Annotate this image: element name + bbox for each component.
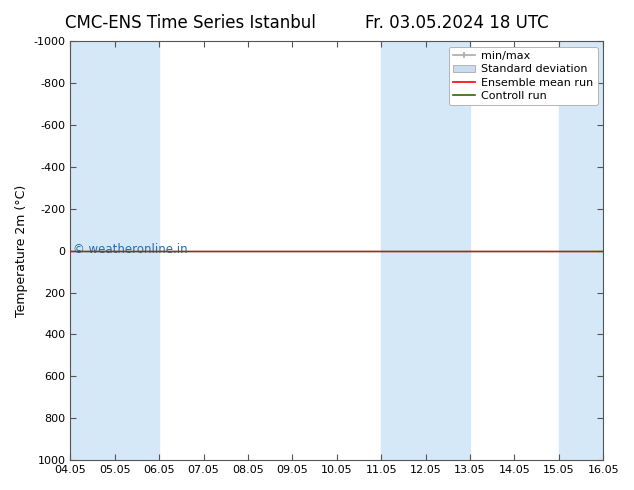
Text: © weatheronline.in: © weatheronline.in [73,243,188,256]
Bar [559,41,603,460]
Legend: min/max, Standard deviation, Ensemble mean run, Controll run: min/max, Standard deviation, Ensemble me… [449,47,598,105]
Bar [70,41,159,460]
Text: CMC-ENS Time Series Istanbul: CMC-ENS Time Series Istanbul [65,14,316,32]
Y-axis label: Temperature 2m (°C): Temperature 2m (°C) [15,184,28,317]
Text: Fr. 03.05.2024 18 UTC: Fr. 03.05.2024 18 UTC [365,14,548,32]
Bar [381,41,470,460]
